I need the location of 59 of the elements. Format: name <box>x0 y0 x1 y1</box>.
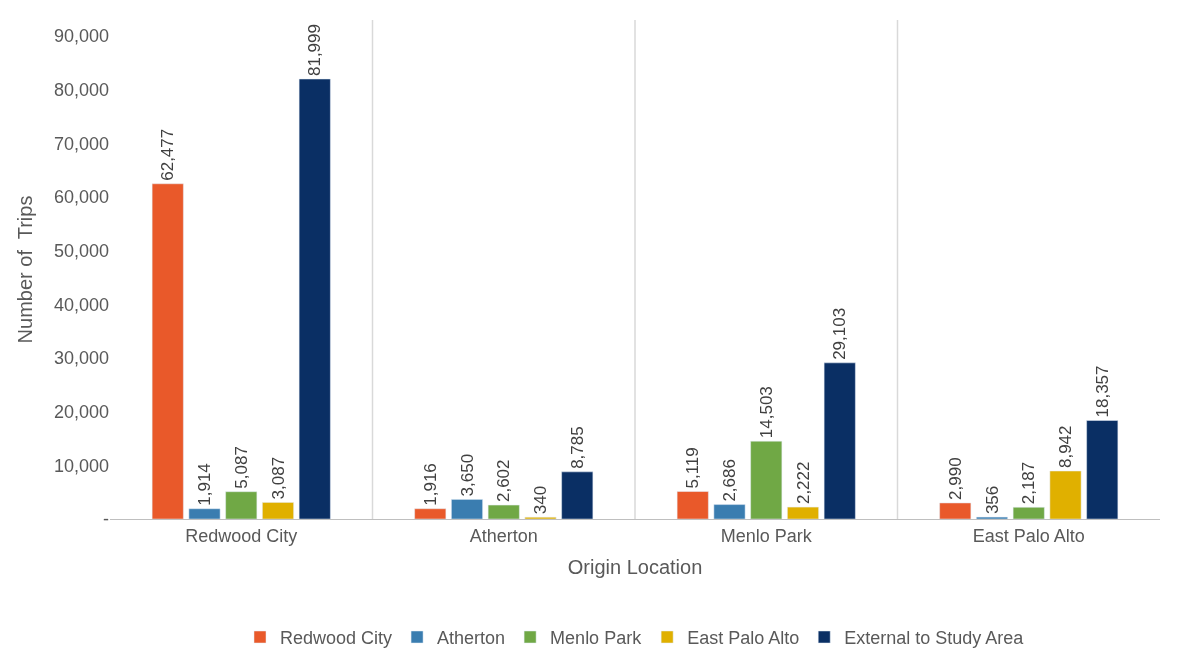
legend-label: Atherton <box>437 628 506 649</box>
data-label: 3,087 <box>268 456 288 500</box>
y-tick-label: 90,000 <box>53 26 109 47</box>
x-tick-label: Redwood City <box>185 525 298 546</box>
bar <box>1086 420 1119 519</box>
bar <box>298 78 331 519</box>
data-label: 2,686 <box>720 459 739 502</box>
data-label: 2,222 <box>793 461 813 505</box>
data-label: 5,119 <box>683 447 703 489</box>
y-tick-label: 60,000 <box>53 187 109 208</box>
x-tick-label: East Palo Alto <box>972 525 1085 546</box>
bar <box>561 471 594 519</box>
data-label: 5,087 <box>231 446 251 489</box>
data-label: 2,602 <box>494 459 514 503</box>
bar <box>487 504 520 519</box>
bar <box>188 508 221 519</box>
bar <box>262 502 294 519</box>
bar <box>225 491 258 519</box>
data-label: 8,942 <box>1056 425 1075 469</box>
y-tick-label: 30,000 <box>53 348 109 369</box>
bar <box>451 499 483 519</box>
bar <box>939 502 972 519</box>
data-label: 2,990 <box>945 457 965 500</box>
data-label: 340 <box>531 485 550 515</box>
bar <box>713 504 746 519</box>
y-tick-label: 10,000 <box>53 455 109 476</box>
y-tick-label: 70,000 <box>53 133 109 154</box>
legend-label: East Palo Alto <box>687 628 800 649</box>
y-tick-label: 80,000 <box>53 80 109 101</box>
data-label: 62,477 <box>158 128 178 181</box>
data-label: 3,650 <box>457 453 477 497</box>
data-label: 29,103 <box>830 307 850 360</box>
bar <box>750 440 783 519</box>
y-tick-label: 50,000 <box>53 241 109 262</box>
bar <box>1049 470 1082 519</box>
data-label: 2,187 <box>1019 461 1039 505</box>
x-tick-label: Atherton <box>469 525 538 546</box>
x-axis-title: Origin Location <box>567 556 703 579</box>
legend-label: Redwood City <box>280 628 393 649</box>
data-label: 81,999 <box>305 24 325 77</box>
data-label: 356 <box>982 485 1002 515</box>
y-tick-label: 20,000 <box>53 401 109 422</box>
bar <box>414 508 447 519</box>
data-label: 1,916 <box>420 463 440 506</box>
bar <box>1012 507 1045 519</box>
x-tick-label: Menlo Park <box>720 525 813 546</box>
y-tick-label: 40,000 <box>53 294 109 315</box>
y-axis-title: Number of Trips <box>14 195 37 344</box>
data-label: 1,914 <box>195 463 214 506</box>
bar <box>823 362 856 519</box>
legend-label: External to Study Area <box>844 628 1025 649</box>
bar <box>151 183 184 519</box>
legend-label: Menlo Park <box>550 628 643 649</box>
data-label: 18,357 <box>1092 365 1112 418</box>
data-label: 8,785 <box>567 426 587 469</box>
y-tick-label: - <box>103 509 109 530</box>
data-label: 14,503 <box>756 386 776 439</box>
bar <box>787 506 819 519</box>
bar <box>676 491 709 519</box>
